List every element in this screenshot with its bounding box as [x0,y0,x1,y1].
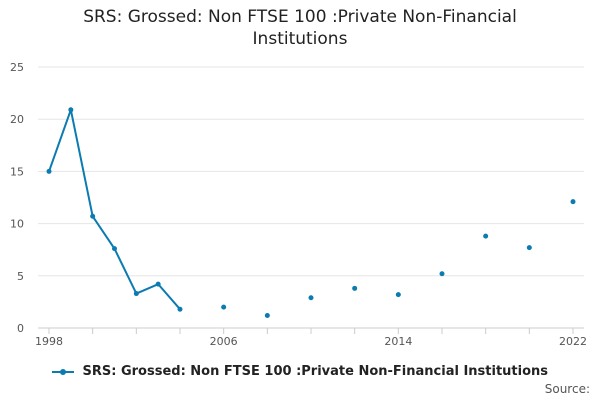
data-point-2008 [264,312,270,318]
y-tick-label-5: 5 [17,270,24,283]
y-tick-label-15: 15 [10,165,24,178]
data-point-2000 [90,213,96,219]
chart-title-line-2: Institutions [252,29,348,49]
source-label: Source: [544,382,590,396]
data-point-2016 [439,271,445,277]
chart-title: SRS: Grossed: Non FTSE 100 :Private Non-… [0,6,600,50]
data-point-2010 [308,295,314,301]
data-point-2004 [177,306,183,312]
x-tick-label-2022: 2022 [559,335,587,348]
data-point-2012 [352,285,358,291]
series-line-0 [48,108,181,310]
data-point-2002 [133,291,139,297]
y-tick-label-0: 0 [17,322,24,335]
y-tick-label-25: 25 [10,61,24,74]
data-point-2003 [155,281,161,287]
y-tick-label-10: 10 [10,218,24,231]
data-point-2001 [112,246,117,252]
legend-swatch [51,367,74,377]
chart-title-line-1: SRS: Grossed: Non FTSE 100 :Private Non-… [83,7,517,27]
legend-label: SRS: Grossed: Non FTSE 100 :Private Non-… [82,364,549,379]
data-point-1998 [46,168,52,174]
data-point-2020 [526,245,532,251]
data-point-2022 [570,199,576,205]
x-tick-label-2014: 2014 [384,335,412,348]
x-tick-label-2006: 2006 [210,335,238,348]
data-point-2006 [221,304,227,310]
x-tick-label-1998: 1998 [35,335,63,348]
y-tick-label-20: 20 [10,113,24,126]
data-point-1999 [68,107,74,113]
legend[interactable]: SRS: Grossed: Non FTSE 100 :Private Non-… [0,364,600,379]
data-point-2014 [395,292,401,298]
data-point-2018 [483,233,489,239]
